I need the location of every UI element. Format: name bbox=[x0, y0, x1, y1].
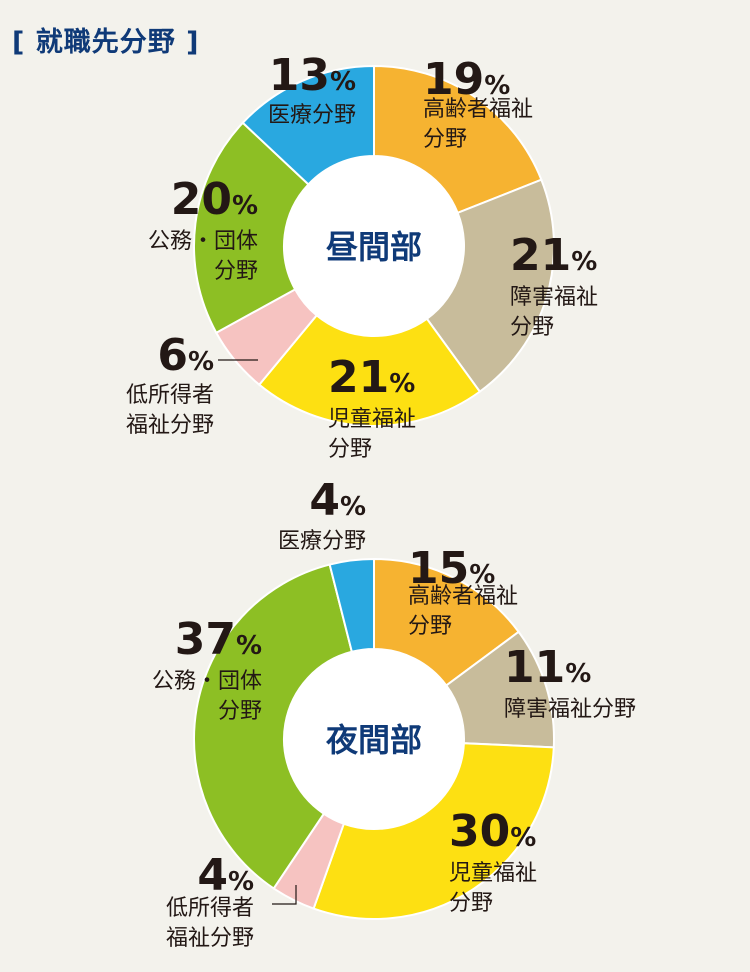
slice-category-label: 障害福祉 bbox=[510, 285, 598, 310]
donut-hole bbox=[284, 649, 464, 829]
slice-category-label: 分野 bbox=[218, 699, 262, 724]
slice-category-label: 分野 bbox=[449, 891, 493, 916]
slice-percent-label: 30% bbox=[449, 806, 536, 857]
slice-percent-label: 19% bbox=[423, 54, 510, 105]
slice-percent-label: 37% bbox=[175, 614, 262, 665]
center-label: 昼間部 bbox=[326, 228, 422, 266]
figure-title: [ 就職先分野 ] bbox=[12, 27, 200, 58]
slice-category-label: 公務・団体 bbox=[152, 669, 262, 694]
slice-percent-label: 20% bbox=[171, 174, 258, 225]
slice-percent-label: 21% bbox=[328, 352, 415, 403]
slice-percent-label: 15% bbox=[408, 543, 495, 594]
slice-category-label: 医療分野 bbox=[268, 103, 356, 128]
slice-percent-label: 11% bbox=[504, 642, 591, 693]
slice-category-label: 福祉分野 bbox=[126, 413, 214, 438]
slice-category-label: 高齢者福祉 bbox=[408, 584, 518, 609]
slice-category-label: 分野 bbox=[328, 437, 372, 462]
slice-category-label: 低所得者 bbox=[166, 896, 254, 921]
slice-category-label: 障害福祉分野 bbox=[504, 697, 636, 722]
slice-category-label: 低所得者 bbox=[126, 383, 214, 408]
slice-percent-label: 4% bbox=[197, 850, 254, 901]
slice-category-label: 高齢者福祉 bbox=[423, 97, 533, 122]
donut-chart-2: 夜間部15%高齢者福祉分野11%障害福祉分野30%児童福祉分野4%低所得者福祉分… bbox=[152, 475, 636, 951]
slice-category-label: 分野 bbox=[408, 614, 452, 639]
slice-percent-label: 13% bbox=[269, 50, 356, 101]
slice-category-label: 公務・団体 bbox=[148, 229, 258, 254]
slice-category-label: 分野 bbox=[510, 315, 554, 340]
slice-公務・団体分野 bbox=[193, 121, 310, 335]
leader-line bbox=[272, 885, 297, 905]
slice-percent-label: 4% bbox=[309, 475, 366, 526]
slice-percent-label: 6% bbox=[157, 330, 214, 381]
slice-category-label: 児童福祉 bbox=[328, 407, 416, 432]
slice-category-label: 分野 bbox=[423, 127, 467, 152]
slice-percent-label: 21% bbox=[510, 230, 597, 281]
slice-category-label: 医療分野 bbox=[278, 529, 366, 554]
donut-chart-1: 昼間部19%高齢者福祉分野21%障害福祉分野21%児童福祉分野6%低所得者福祉分… bbox=[126, 50, 598, 462]
center-label: 夜間部 bbox=[325, 721, 422, 759]
donut-hole bbox=[284, 156, 464, 336]
slice-category-label: 児童福祉 bbox=[449, 861, 537, 886]
slice-category-label: 分野 bbox=[214, 259, 258, 284]
slice-category-label: 福祉分野 bbox=[166, 926, 254, 951]
